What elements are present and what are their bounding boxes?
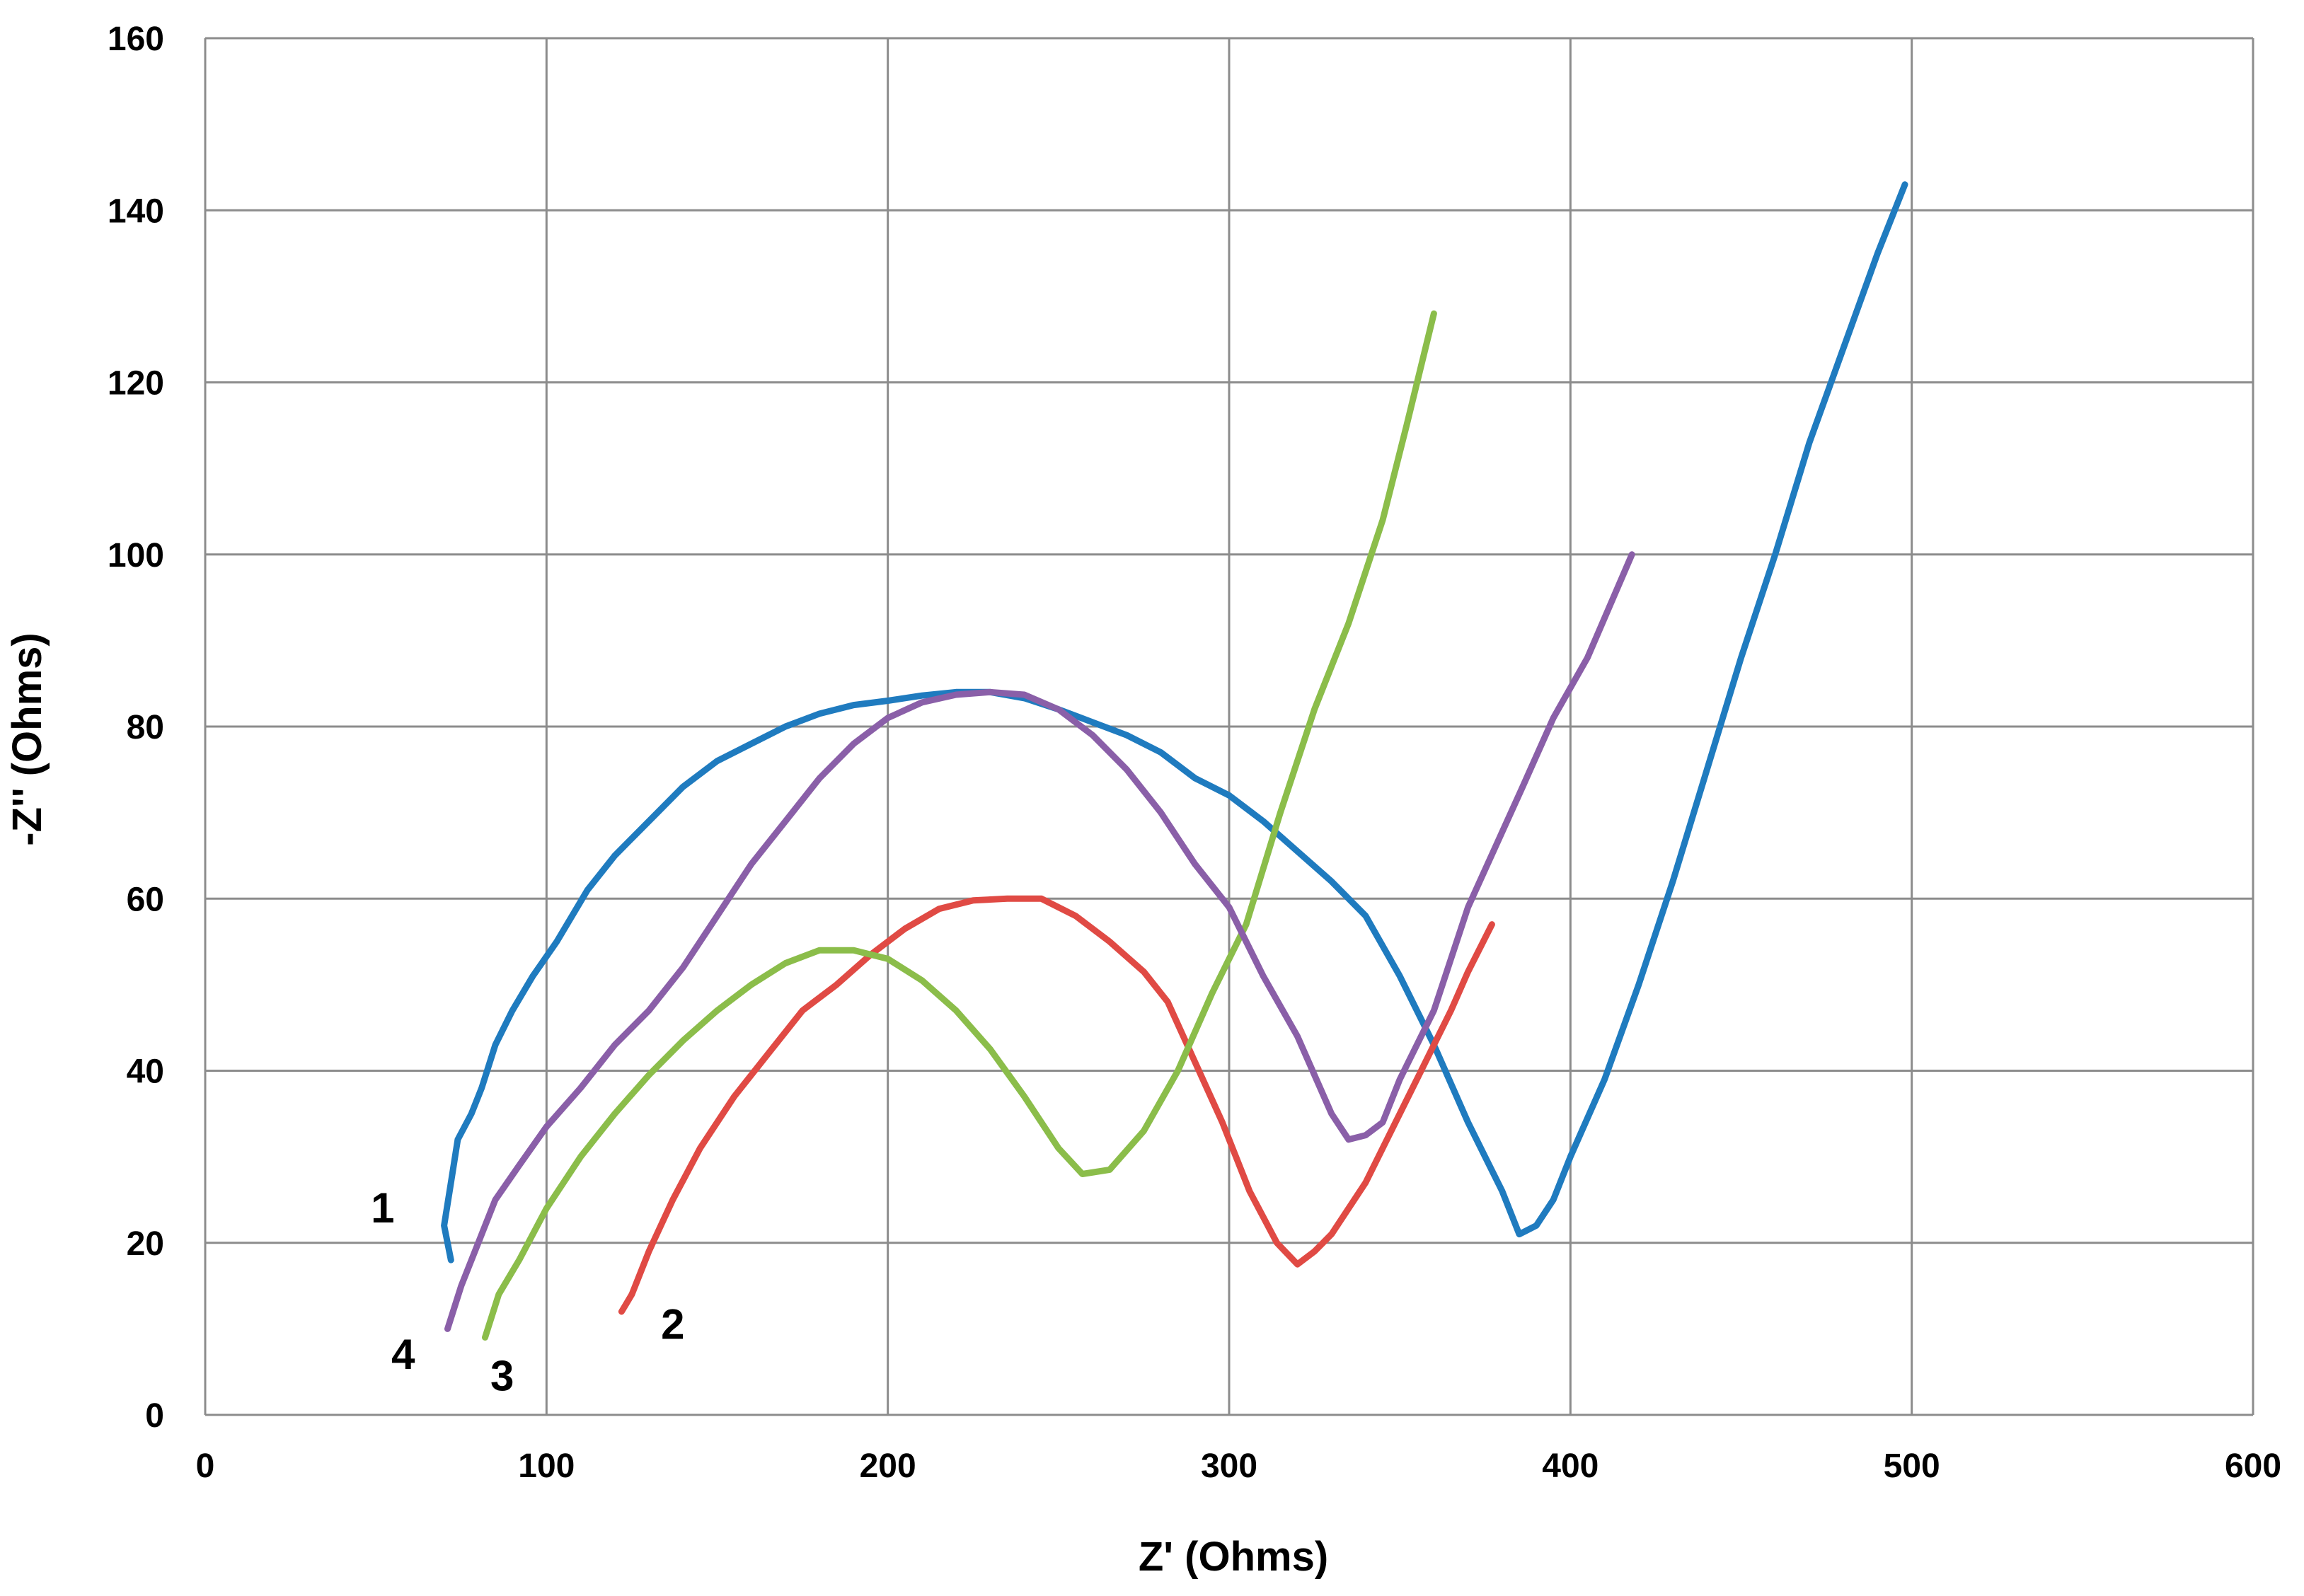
y-tick-label: 160 bbox=[108, 21, 164, 58]
series-line-4 bbox=[444, 551, 1635, 1332]
series-line-2 bbox=[618, 895, 1495, 1315]
series-line-1 bbox=[441, 181, 1908, 1264]
tick-labels: 0 20 40 60 80 100 120 140 160 0 100 200 300 400 500 600 bbox=[108, 21, 2281, 1485]
series-label-3: 3 bbox=[490, 1352, 514, 1399]
series-line-3 bbox=[482, 310, 1437, 1341]
y-tick-label: 100 bbox=[108, 537, 164, 574]
x-tick-label: 200 bbox=[860, 1447, 916, 1485]
x-tick-label: 300 bbox=[1201, 1447, 1257, 1485]
y-tick-label: 0 bbox=[145, 1397, 164, 1435]
series-label-1: 1 bbox=[371, 1184, 394, 1232]
grid-layer bbox=[204, 37, 2254, 1416]
y-tick-label: 140 bbox=[108, 192, 164, 230]
x-tick-label: 0 bbox=[196, 1447, 215, 1485]
x-tick-label: 600 bbox=[2225, 1447, 2281, 1485]
y-tick-label: 120 bbox=[108, 365, 164, 403]
series-label-4: 4 bbox=[391, 1331, 415, 1378]
y-tick-label: 40 bbox=[127, 1053, 164, 1091]
x-tick-label: 100 bbox=[518, 1447, 575, 1485]
y-tick-label: 80 bbox=[127, 709, 164, 746]
series-layer bbox=[441, 181, 1908, 1341]
series-labels: 1 2 3 4 bbox=[371, 1184, 684, 1399]
x-tick-label: 500 bbox=[1884, 1447, 1940, 1485]
series-label-2: 2 bbox=[661, 1300, 684, 1348]
y-tick-label: 60 bbox=[127, 881, 164, 918]
x-axis-title: Z' (Ohms) bbox=[1139, 1534, 1328, 1580]
y-tick-label: 20 bbox=[127, 1225, 164, 1263]
y-axis-title: -Z'' (Ohms) bbox=[4, 632, 50, 845]
x-tick-label: 400 bbox=[1542, 1447, 1599, 1485]
